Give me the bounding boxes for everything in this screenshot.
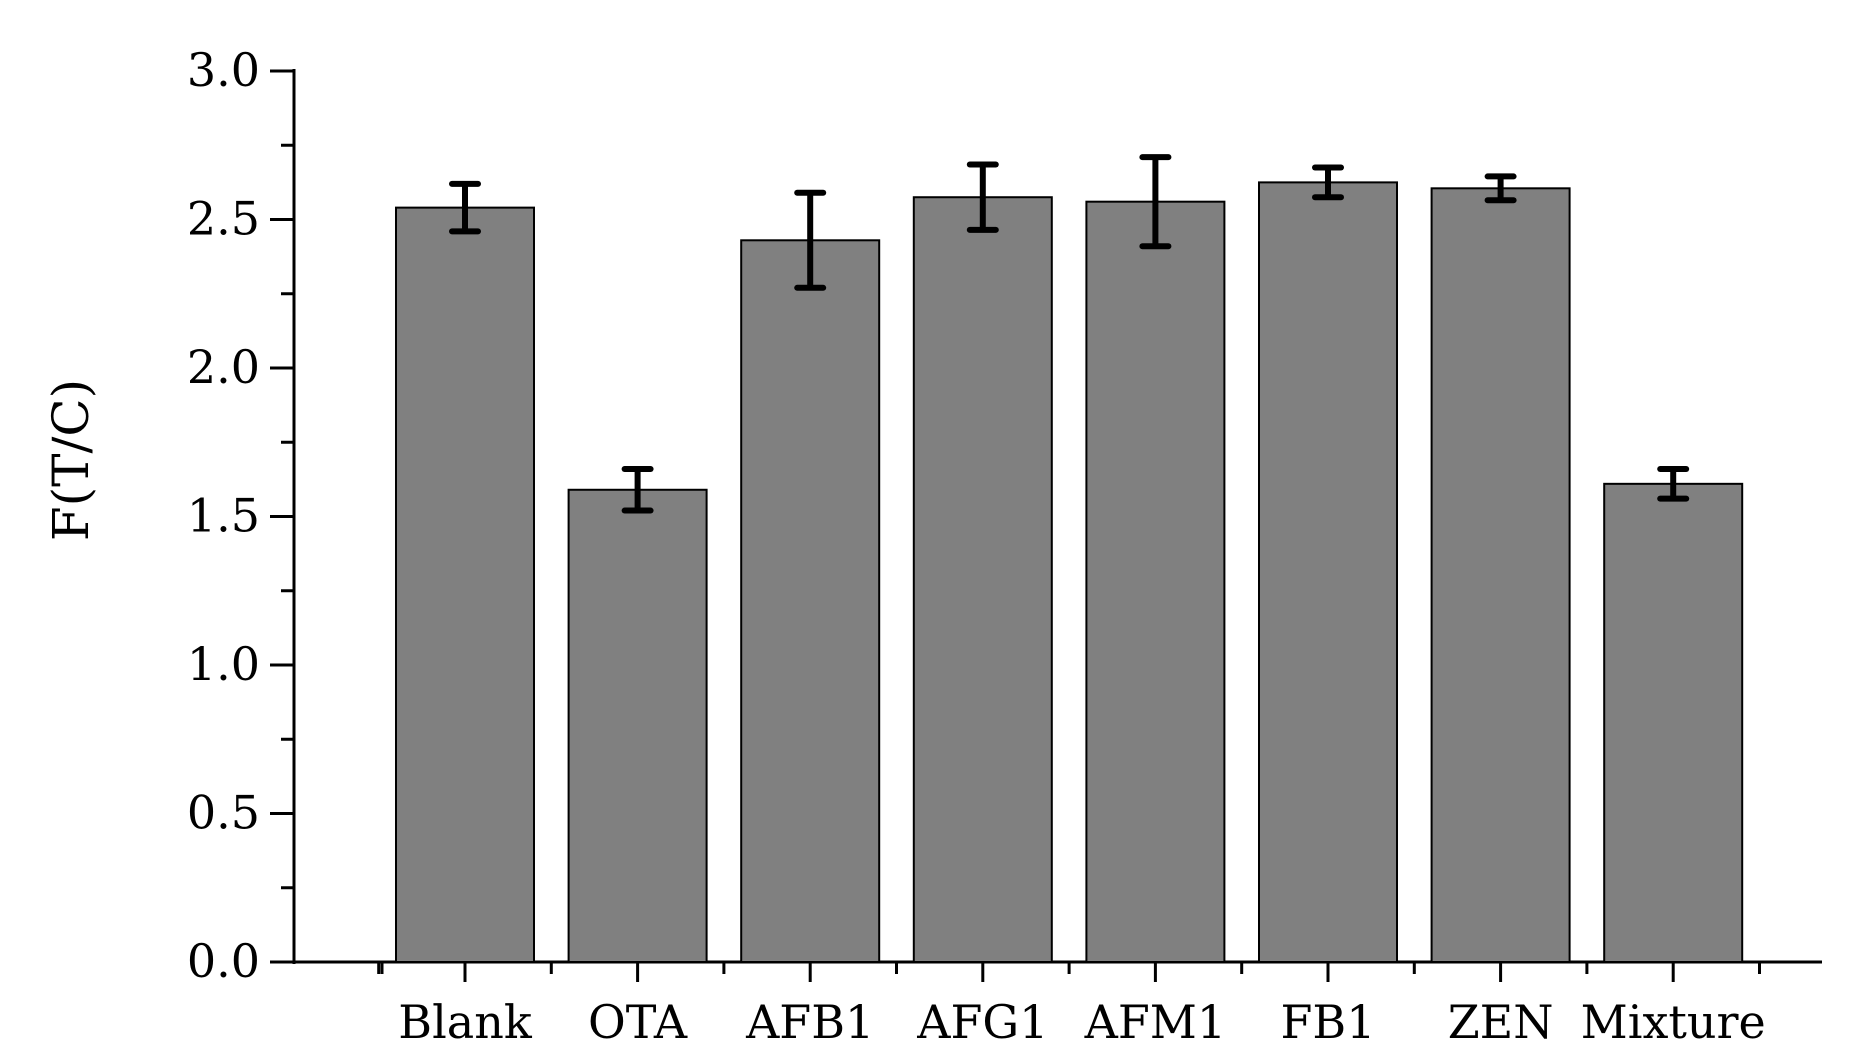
y-tick-label: 2.0 xyxy=(187,340,260,394)
x-tick-label: Mixture xyxy=(1581,995,1766,1048)
x-tick-label: Blank xyxy=(398,995,533,1048)
bar-zen xyxy=(1430,187,1571,963)
bar-fb1 xyxy=(1258,181,1398,963)
bar-afm1 xyxy=(1085,200,1226,963)
x-tick-label: ZEN xyxy=(1448,995,1554,1048)
x-tick-label: OTA xyxy=(588,995,688,1048)
y-axis: 0.0 0.5 1.0 1.5 2.0 2.5 3.0 xyxy=(187,43,296,988)
x-tick-label: AFG1 xyxy=(916,995,1048,1048)
x-tick-label: AFM1 xyxy=(1084,995,1227,1048)
y-tick-label: 1.5 xyxy=(187,489,260,543)
bar-ota xyxy=(567,488,708,963)
bar-afb1 xyxy=(740,239,881,964)
bar-blank xyxy=(395,206,535,963)
y-tick-label: 0.5 xyxy=(187,786,260,840)
x-axis: Blank OTA AFB1 AFG1 AFM1 FB1 ZEN Mixture xyxy=(292,960,1822,1048)
y-tick-label: 2.5 xyxy=(187,192,260,246)
bar-afg1 xyxy=(912,196,1053,964)
y-tick-label: 0.0 xyxy=(187,934,260,988)
bar-mixture xyxy=(1603,482,1744,963)
y-tick-label: 1.0 xyxy=(187,637,260,691)
y-axis-title: F(T/C) xyxy=(42,379,100,541)
error-bars xyxy=(449,154,1690,514)
y-tick-label: 3.0 xyxy=(187,43,260,97)
bars xyxy=(395,181,1744,964)
x-tick-label: AFB1 xyxy=(745,995,874,1048)
x-tick-label: FB1 xyxy=(1281,995,1376,1048)
